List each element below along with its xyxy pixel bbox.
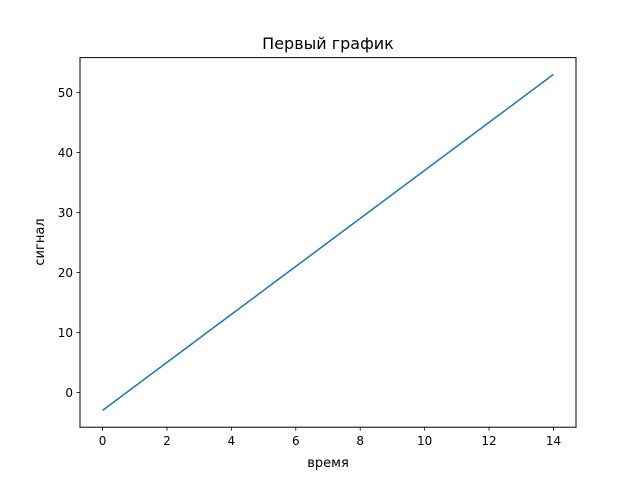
chart-title: Первый график (262, 34, 394, 53)
x-tick-label: 4 (228, 434, 236, 448)
x-tick-label: 14 (546, 434, 561, 448)
x-tick-label: 6 (292, 434, 300, 448)
y-tick-label: 40 (58, 146, 73, 160)
axes-frame (79, 57, 577, 428)
x-tick-label: 10 (417, 434, 432, 448)
y-axis-label: сигнал (33, 218, 48, 265)
series-line (102, 73, 554, 412)
y-tick-label: 0 (65, 386, 73, 400)
x-tick-label: 0 (99, 434, 107, 448)
x-tick-label: 12 (481, 434, 496, 448)
y-tick-label: 20 (58, 266, 73, 280)
x-tick-label: 2 (163, 434, 171, 448)
y-tick-label: 10 (58, 326, 73, 340)
x-axis-label: время (307, 456, 349, 471)
y-tick-label: 50 (58, 86, 73, 100)
x-tick-label: 8 (356, 434, 364, 448)
y-tick-label: 30 (58, 206, 73, 220)
